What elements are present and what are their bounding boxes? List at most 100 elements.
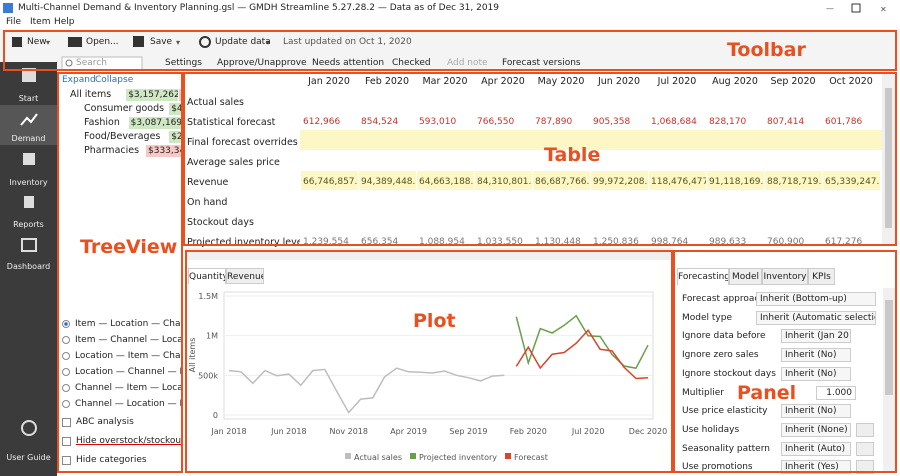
hierarchy-option[interactable]: Item — Location — Channel: [75, 319, 183, 329]
svg-text:✕: ✕: [880, 5, 887, 14]
plot-tab[interactable]: Quantity: [188, 268, 226, 284]
hierarchy-option[interactable]: Channel — Location — Item: [75, 399, 183, 409]
menu-item[interactable]: Item: [30, 17, 51, 27]
table-cell: 99,972,208.87: [591, 171, 648, 190]
toolbar-button[interactable]: Update data: [215, 37, 271, 47]
edit-button[interactable]: [856, 441, 874, 456]
nav-item[interactable]: Inventory: [9, 178, 48, 187]
y-tick-label: 1M: [206, 332, 218, 341]
radio[interactable]: [62, 400, 70, 408]
legend-label: Projected inventory: [419, 453, 497, 462]
table-cell: 84,310,801.59: [475, 171, 532, 190]
table-cell: 828,170: [709, 117, 747, 127]
toolbar-button[interactable]: New: [27, 37, 47, 47]
field-label: Forecast approach: [682, 294, 766, 304]
annotation-box: [57, 72, 183, 473]
row-label: Projected inventory levels: [187, 237, 300, 248]
table-cell: 998,764: [651, 237, 689, 247]
panel-tab[interactable]: Inventory: [762, 268, 808, 285]
field-value[interactable]: Inherit (Auto): [781, 441, 851, 456]
radio[interactable]: [62, 352, 70, 360]
hierarchy-option[interactable]: Channel — Item — Location: [75, 383, 183, 393]
x-tick-label: Dec 2020: [629, 427, 667, 436]
radio[interactable]: [62, 336, 70, 344]
annotation-label: Table: [544, 144, 601, 166]
hierarchy-option[interactable]: Location — Channel — Item: [75, 367, 183, 377]
field-label: Ignore zero sales: [682, 350, 759, 361]
panel-tab[interactable]: KPIs: [808, 268, 835, 285]
menu-item[interactable]: Help: [54, 17, 75, 27]
edit-button[interactable]: [856, 422, 874, 437]
toolbar-button[interactable]: Open...: [86, 37, 119, 47]
annotation-box: [673, 250, 897, 473]
field-value[interactable]: Inherit (No): [781, 348, 851, 363]
checkbox[interactable]: [62, 456, 71, 465]
field-label: Model type: [682, 312, 732, 323]
field-value[interactable]: Inherit (None): [781, 422, 851, 437]
plot-tab[interactable]: Revenue: [226, 268, 264, 284]
annotation-label: TreeView: [80, 236, 178, 258]
field-value[interactable]: Inherit (Yes): [781, 460, 851, 475]
radio[interactable]: [62, 320, 70, 328]
column-header: Jan 2020: [308, 76, 350, 87]
table-cell: 94,389,448.97: [359, 171, 416, 190]
x-tick-label: Jan 2018: [210, 427, 246, 436]
field-value[interactable]: Inherit (Bottom-up): [756, 292, 876, 306]
y-tick-label: 500k: [198, 371, 218, 380]
toolbar-action[interactable]: Add note: [447, 58, 488, 68]
toolbar-action[interactable]: Approve/Unapprove: [217, 58, 307, 68]
tree-label[interactable]: Consumer goods: [84, 103, 165, 114]
x-tick-label: Jun 2018: [270, 427, 306, 436]
svg-text:—: —: [826, 4, 834, 13]
checkbox[interactable]: [62, 437, 71, 446]
row-label: Statistical forecast: [187, 117, 276, 128]
option-label[interactable]: Hide overstock/stockout: [76, 436, 183, 446]
nav-item[interactable]: Start: [18, 94, 39, 103]
column-header: Mar 2020: [422, 76, 468, 87]
hierarchy-option[interactable]: Location — Item — Channel: [75, 351, 183, 361]
table-cell: 787,890: [535, 117, 573, 127]
option-label[interactable]: Hide categories: [76, 455, 147, 465]
tree-link[interactable]: Expand: [62, 75, 96, 85]
toolbar-action[interactable]: Checked: [392, 58, 431, 68]
nav-item[interactable]: Demand: [11, 134, 46, 143]
menu-item[interactable]: File: [6, 17, 22, 27]
nav-item[interactable]: User Guide: [6, 453, 51, 462]
svg-text:▾: ▾: [176, 38, 180, 47]
column-header: Oct 2020: [829, 76, 873, 87]
checkbox[interactable]: [62, 418, 71, 427]
toolbar-action[interactable]: Settings: [165, 58, 202, 68]
field-value[interactable]: Inherit (No): [781, 366, 851, 381]
option-label[interactable]: ABC analysis: [76, 417, 134, 427]
radio[interactable]: [62, 384, 70, 392]
tree-label[interactable]: All items: [70, 89, 112, 100]
legend-label: Forecast: [514, 453, 548, 462]
toolbar-action[interactable]: Forecast versions: [502, 58, 581, 68]
x-tick-label: Apr 2019: [390, 427, 427, 436]
edit-button[interactable]: [856, 460, 874, 475]
hierarchy-option[interactable]: Item — Channel — Location: [75, 335, 183, 345]
tree-label[interactable]: Fashion: [84, 117, 120, 128]
toolbar-action[interactable]: Needs attention: [312, 58, 385, 68]
column-header: May 2020: [537, 76, 585, 87]
field-value[interactable]: Inherit (Jan 2018): [781, 329, 851, 344]
radio[interactable]: [62, 368, 70, 376]
panel-tab[interactable]: Forecasting: [677, 268, 729, 285]
tree-link[interactable]: Collapse: [95, 75, 134, 85]
field-value[interactable]: 1.000: [816, 385, 856, 400]
legend-label: Actual sales: [354, 453, 402, 462]
search-box[interactable]: Search: [76, 58, 107, 68]
table-cell: 601,786: [825, 117, 863, 127]
table-cell: 905,358: [593, 117, 631, 127]
nav-item[interactable]: Dashboard: [6, 262, 51, 271]
annotation-box: [185, 250, 673, 473]
nav-item[interactable]: Reports: [13, 220, 44, 229]
table-cell: 1,250,836: [593, 237, 639, 247]
tree-label[interactable]: Food/Beverages: [84, 131, 161, 142]
toolbar-button[interactable]: Save: [150, 37, 173, 47]
field-value[interactable]: Inherit (No): [781, 404, 851, 419]
panel-tab[interactable]: Model: [729, 268, 762, 285]
tree-label[interactable]: Pharmacies: [84, 145, 140, 156]
field-value[interactable]: Inherit (Automatic selection): [756, 310, 876, 325]
